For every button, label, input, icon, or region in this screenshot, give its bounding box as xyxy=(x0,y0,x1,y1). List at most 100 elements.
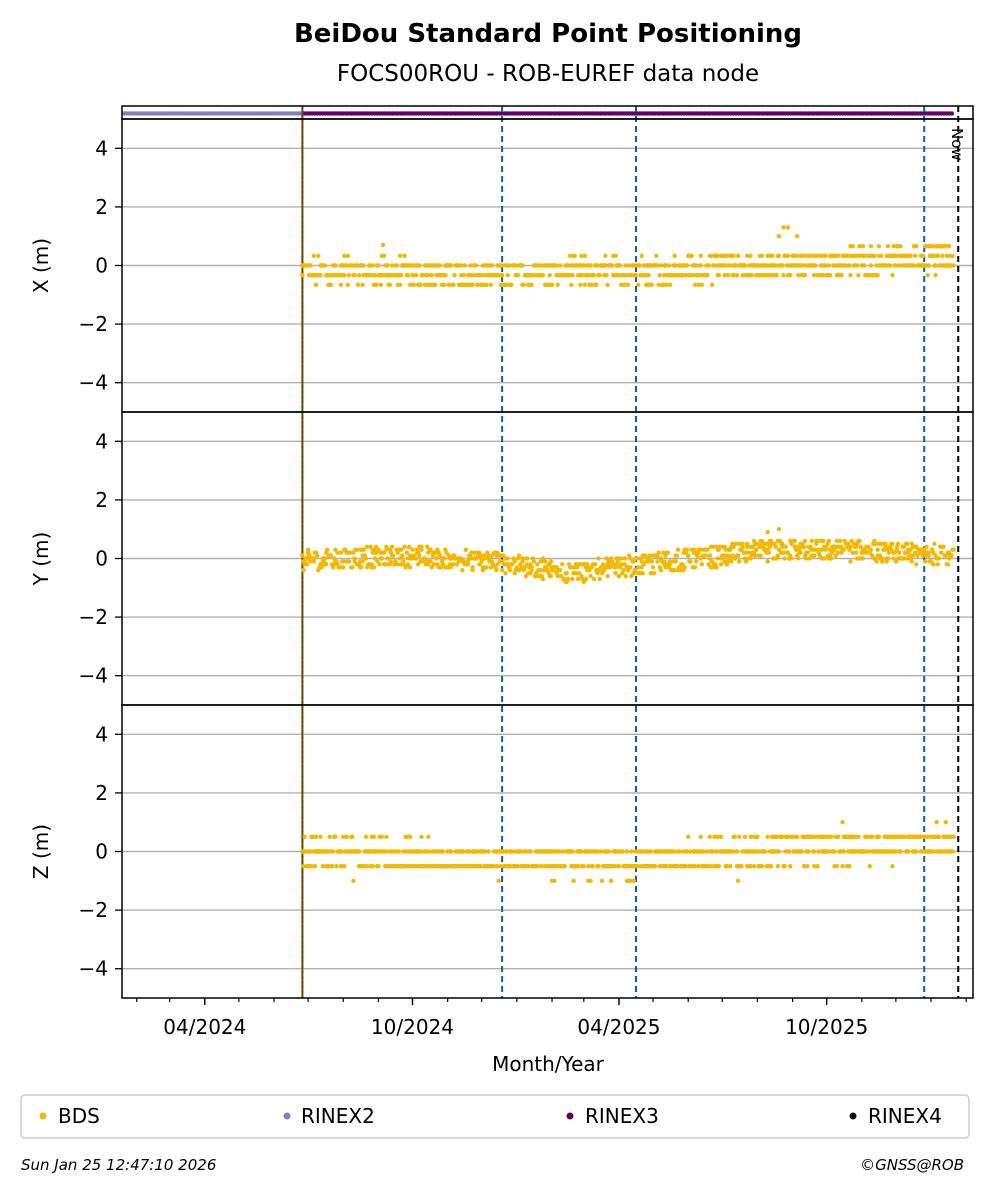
bds-point xyxy=(628,878,633,883)
bds-point xyxy=(805,550,810,555)
bds-point xyxy=(370,863,375,869)
bds-point xyxy=(347,550,353,555)
bds-point xyxy=(446,282,451,288)
y-tick-label: 0 xyxy=(95,547,108,571)
legend-item-rinex4: RINEX4 xyxy=(849,1104,942,1128)
bds-point xyxy=(582,253,588,259)
bds-point xyxy=(835,550,841,555)
bds-point xyxy=(788,863,793,869)
bds-point xyxy=(661,282,666,288)
bds-point xyxy=(798,550,803,555)
bds-point xyxy=(515,863,521,869)
bds-point xyxy=(723,263,728,268)
plot-area: −4 −2 0 2 4 X (m) −4 −2 0 2 4 Y (m) −4 −2 0 2 4 Z (m) Now 0… xyxy=(29,105,974,1039)
bds-point xyxy=(548,559,554,564)
bds-point xyxy=(432,282,438,288)
bds-point xyxy=(826,538,832,544)
bds-point xyxy=(540,576,546,582)
bds-point xyxy=(667,282,673,288)
y-tick-label: −2 xyxy=(79,898,108,922)
bds-point xyxy=(765,529,770,535)
bds-point xyxy=(740,544,745,549)
bds-point xyxy=(727,863,733,869)
bds-point xyxy=(874,559,879,564)
bds-point xyxy=(376,863,381,869)
bds-point xyxy=(579,253,584,259)
x-tick-label: 10/2025 xyxy=(785,1015,868,1039)
bds-point xyxy=(908,253,913,259)
bds-point xyxy=(581,263,587,268)
bds-point xyxy=(934,820,939,825)
bds-point xyxy=(452,272,457,278)
bds-point xyxy=(911,263,917,268)
bds-point xyxy=(866,272,871,278)
bds-point xyxy=(790,834,795,840)
bds-point xyxy=(429,272,434,278)
bds-point xyxy=(410,547,415,552)
bds-point xyxy=(692,282,698,288)
bds-point xyxy=(782,863,787,869)
bds-point xyxy=(418,849,423,854)
subplot-frame xyxy=(121,704,974,999)
bds-point xyxy=(470,565,475,570)
bds-point xyxy=(325,547,330,552)
bds-point xyxy=(737,559,742,564)
bds-point xyxy=(902,550,908,555)
bds-point xyxy=(361,547,366,552)
bds-point xyxy=(920,253,926,259)
bds-point xyxy=(499,263,505,268)
bds-point xyxy=(599,878,605,883)
bds-point xyxy=(398,547,404,552)
bds-point xyxy=(832,849,837,854)
bds-point xyxy=(622,282,627,288)
bds-point xyxy=(345,282,350,288)
bds-point xyxy=(360,282,365,288)
bds-point xyxy=(796,556,801,561)
bds-point xyxy=(548,573,554,579)
bds-point xyxy=(680,272,685,278)
bds-point xyxy=(344,834,349,840)
bds-point xyxy=(754,547,759,552)
bds-point xyxy=(693,559,699,564)
bds-point xyxy=(758,272,764,278)
bds-point xyxy=(826,849,832,854)
bds-point xyxy=(543,559,548,564)
bds-point xyxy=(648,849,653,854)
bds-point xyxy=(538,263,543,268)
bds-point xyxy=(868,263,874,268)
bds-point xyxy=(468,263,473,268)
bds-point xyxy=(302,834,307,840)
bds-point xyxy=(402,544,407,549)
bds-point xyxy=(848,272,853,278)
bds-point xyxy=(785,834,791,840)
bds-point xyxy=(594,282,599,288)
bds-point xyxy=(936,556,942,561)
bds-point xyxy=(484,282,489,288)
bds-point xyxy=(338,550,344,555)
bds-point xyxy=(853,253,859,259)
bds-point xyxy=(328,282,333,288)
bds-point xyxy=(566,272,572,278)
y-tick-label: −4 xyxy=(79,371,108,395)
bds-point xyxy=(616,573,622,579)
bds-point xyxy=(388,559,394,564)
bds-point xyxy=(473,263,479,268)
bds-point xyxy=(781,272,786,278)
bds-point xyxy=(404,550,410,555)
bds-point xyxy=(949,553,954,558)
bds-point xyxy=(523,849,529,854)
bds-point xyxy=(939,550,944,555)
bds-point xyxy=(591,576,597,582)
bds-point xyxy=(442,556,447,561)
bds-point xyxy=(941,544,946,549)
bds-point xyxy=(827,272,833,278)
bds-point xyxy=(564,570,569,576)
y-tick-label: 0 xyxy=(95,840,108,864)
bds-point xyxy=(848,559,853,564)
bds-point xyxy=(663,263,668,268)
bds-point xyxy=(560,562,565,567)
bds-point xyxy=(571,878,576,883)
bds-point xyxy=(484,565,489,570)
bds-point xyxy=(853,550,859,555)
bds-point xyxy=(649,282,655,288)
